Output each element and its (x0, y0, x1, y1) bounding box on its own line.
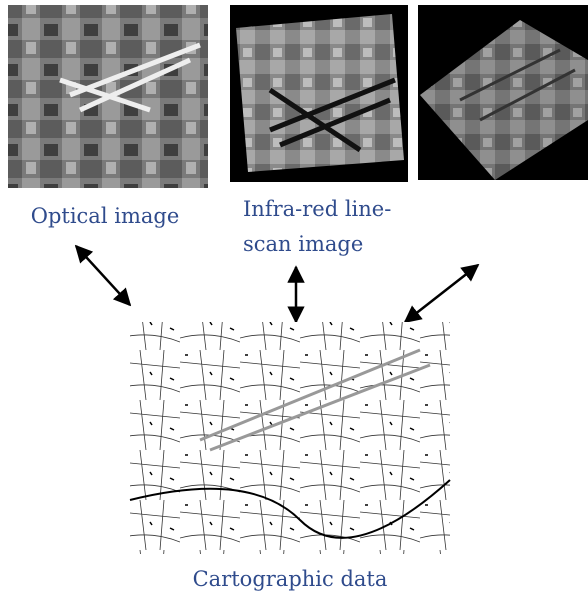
arrow (76, 246, 130, 305)
optical-image (8, 5, 208, 188)
page: Optical image Infra-red line- scan image… (0, 0, 588, 594)
map-image (130, 322, 450, 554)
infrared-image (230, 5, 408, 182)
map-label: Cartographic data (193, 567, 388, 591)
radar-image (418, 5, 588, 180)
optical-label: Optical image (31, 204, 180, 228)
arrow (405, 265, 478, 322)
infrared-label-line: scan image (243, 232, 363, 256)
infrared-label-line: Infra-red line- (243, 197, 391, 221)
diagram: Optical image Infra-red line- scan image… (0, 0, 588, 594)
